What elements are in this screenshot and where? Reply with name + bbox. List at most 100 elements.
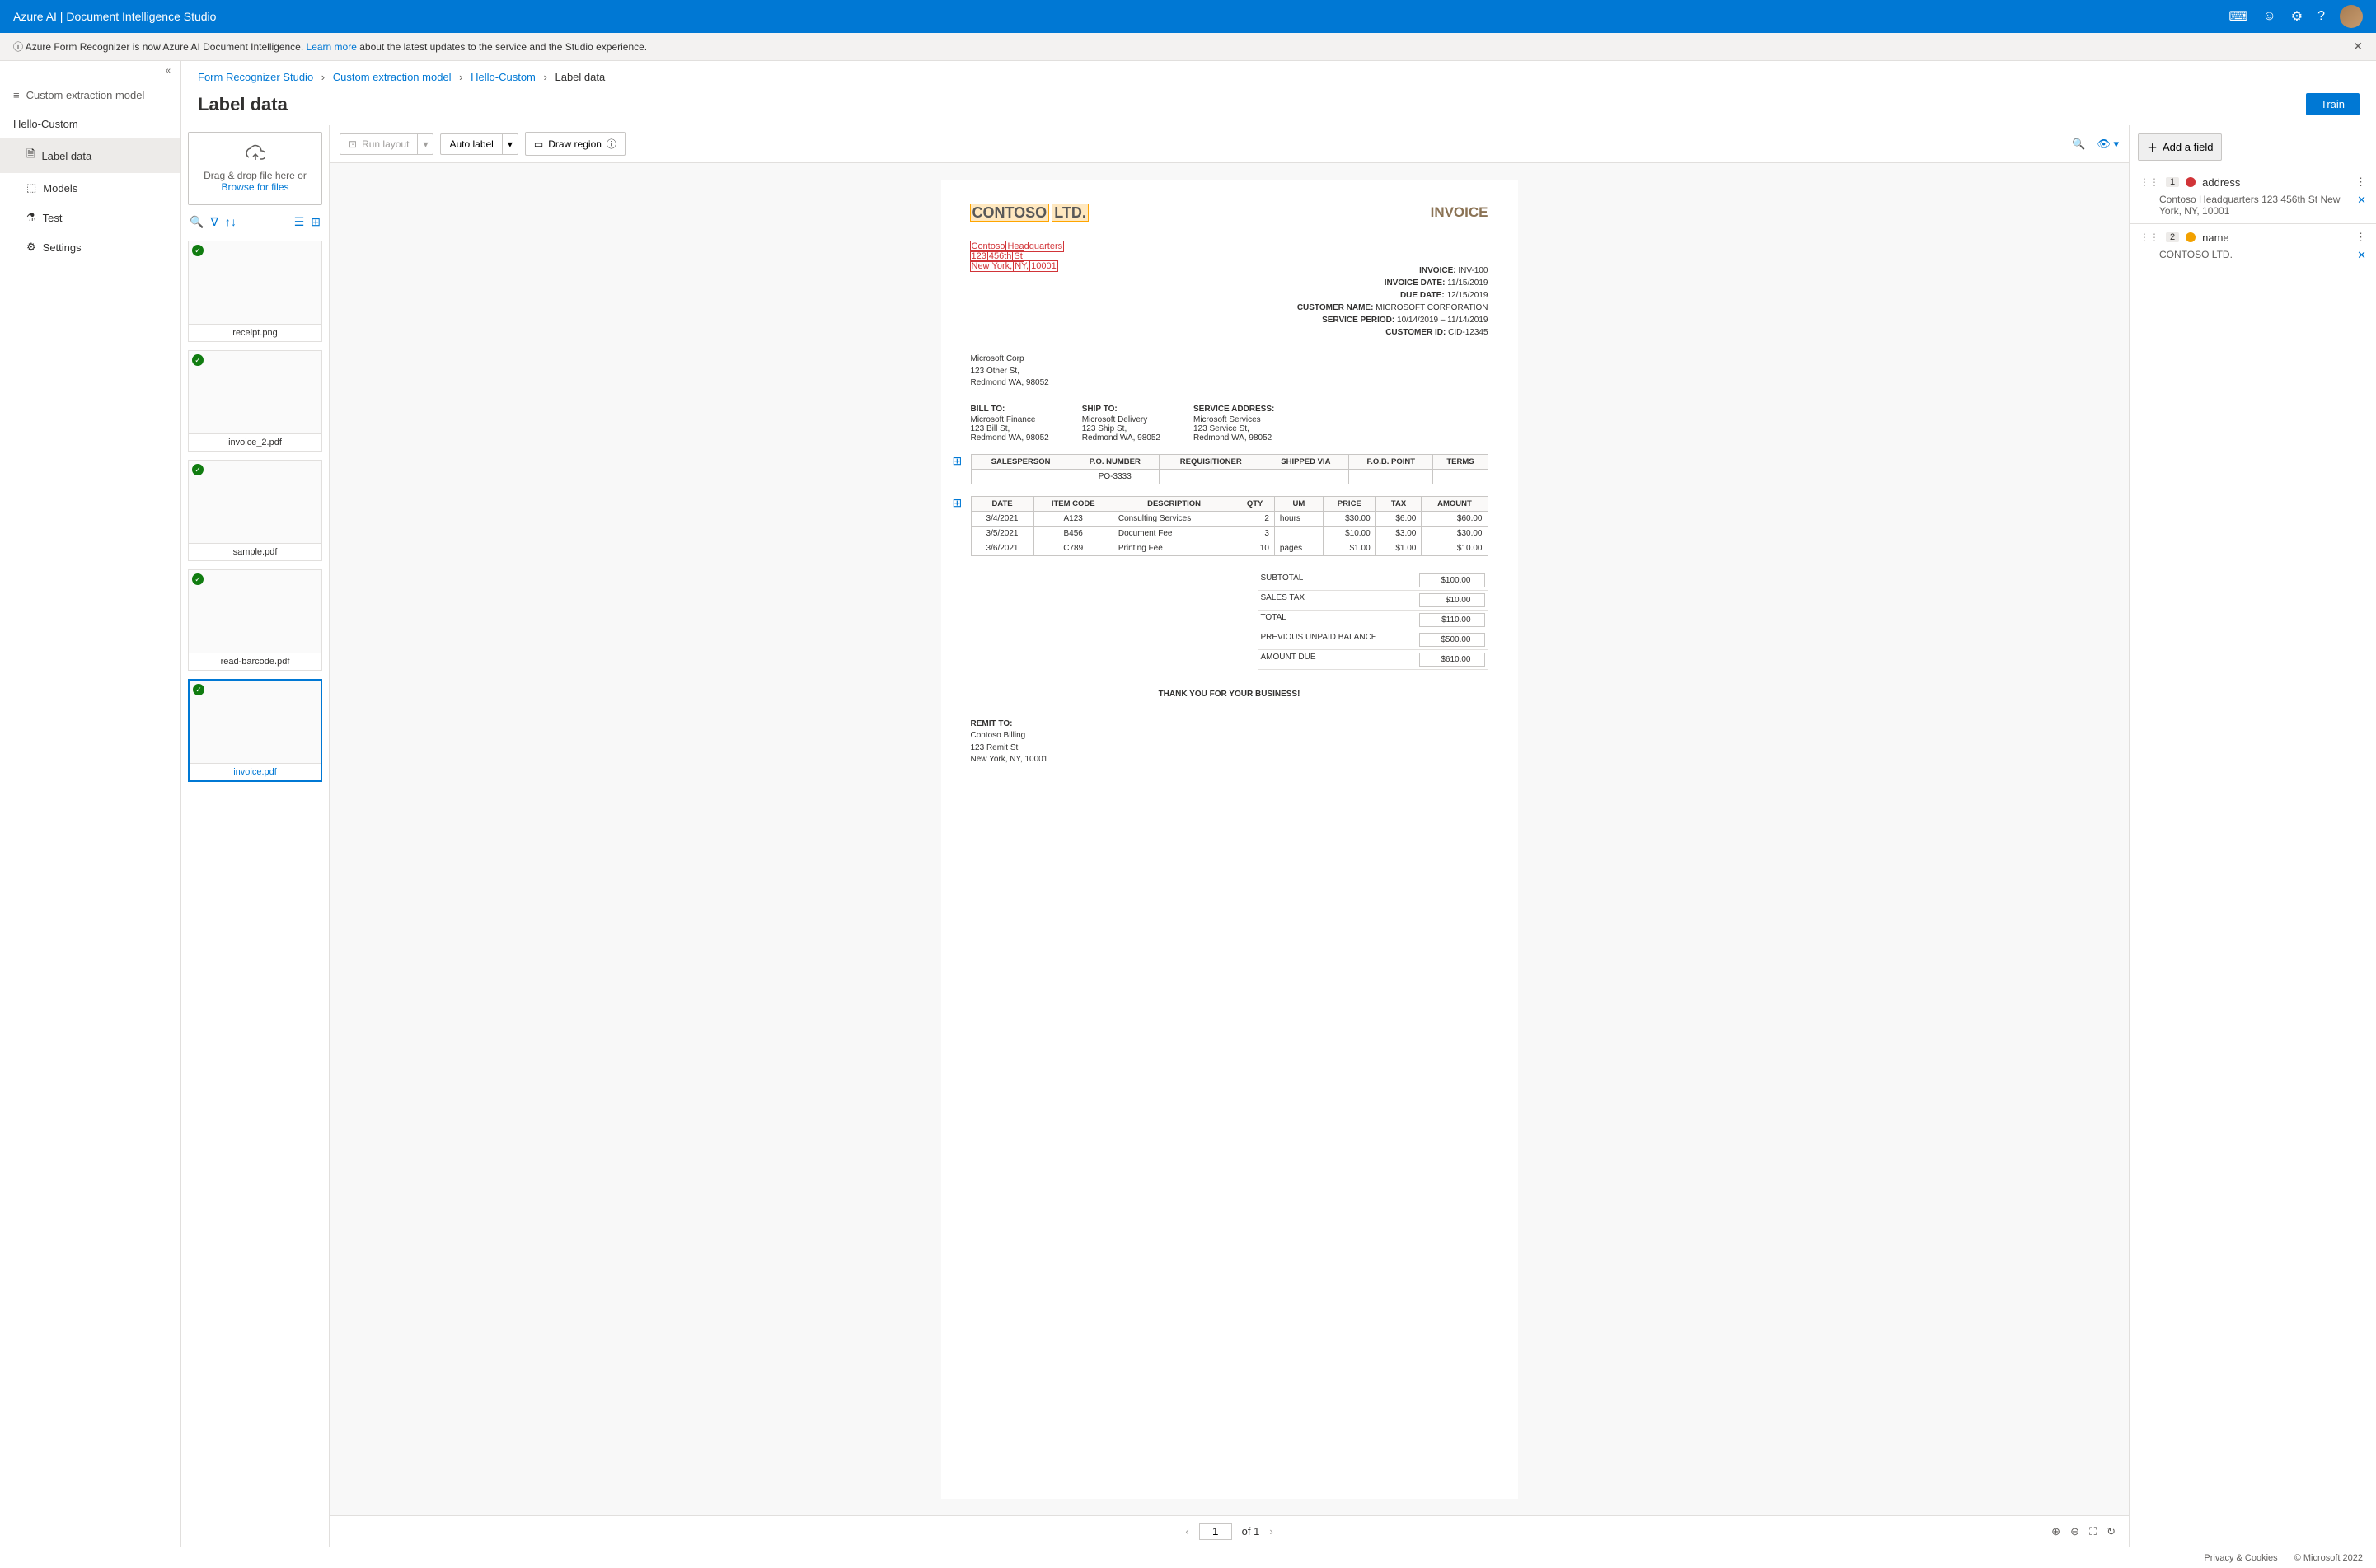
copyright: © Microsoft 2022	[2294, 1553, 2363, 1563]
file-thumbnail[interactable]: ✓receipt.png	[188, 241, 322, 342]
prev-page-icon[interactable]: ‹	[1185, 1525, 1188, 1538]
table-icon[interactable]: ⊞	[953, 454, 963, 468]
invoice-meta: INVOICE: INV-100 INVOICE DATE: 11/15/201…	[1297, 264, 1488, 339]
file-thumbnail[interactable]: ✓invoice.pdf	[188, 679, 322, 782]
notice-bar: ⓘ Azure Form Recognizer is now Azure AI …	[0, 33, 2376, 61]
zoom-in-icon[interactable]: ⊕	[2051, 1525, 2060, 1538]
top-bar-actions: ⌨ ☺ ⚙ ?	[2228, 5, 2363, 28]
filter-icon[interactable]: ∇	[210, 215, 218, 229]
dropzone[interactable]: Drag & drop file here or Browse for file…	[188, 132, 322, 205]
next-page-icon[interactable]: ›	[1269, 1525, 1272, 1538]
rotate-icon[interactable]: ↻	[2107, 1525, 2116, 1538]
train-button[interactable]: Train	[2306, 93, 2360, 115]
list-view-icon[interactable]: ☰	[294, 215, 305, 229]
invoice-title: INVOICE	[1431, 204, 1488, 221]
zoom-out-icon[interactable]: ⊖	[2070, 1525, 2079, 1538]
crumb-current: Label data	[555, 71, 605, 83]
doc-canvas[interactable]: CONTOSO LTD. INVOICE ContosoHeadquarters…	[330, 163, 2129, 1515]
plus-icon: ＋	[2147, 139, 2158, 155]
dropzone-text: Drag & drop file here or	[195, 170, 315, 181]
field-color-dot	[2186, 177, 2196, 187]
drag-icon[interactable]: ⋮⋮	[2139, 232, 2159, 243]
layers-icon[interactable]: 👁 ▾	[2097, 138, 2119, 151]
keyboard-icon[interactable]: ⌨	[2228, 8, 2247, 25]
avatar[interactable]	[2340, 5, 2363, 28]
field-color-dot	[2186, 232, 2196, 242]
totals: SUBTOTAL$100.00SALES TAX$10.00TOTAL$110.…	[1258, 571, 1488, 670]
auto-label-button[interactable]: Auto label	[440, 133, 502, 155]
settings-icon[interactable]: ⚙	[2291, 8, 2303, 25]
check-icon: ✓	[192, 573, 204, 585]
company-name: CONTOSO LTD.	[971, 204, 1088, 222]
table-icon[interactable]: ⊞	[953, 496, 963, 510]
fields-panel: ＋Add a field ⋮⋮1address⋮Contoso Headquar…	[2129, 125, 2376, 1547]
draw-region-button[interactable]: ▭Draw regionⓘ	[525, 132, 626, 156]
field-item[interactable]: ⋮⋮1address⋮Contoso Headquarters 123 456t…	[2130, 169, 2376, 224]
doc-toolbar: ⊡Run layout ▾ Auto label ▾ ▭Draw regionⓘ…	[330, 125, 2129, 163]
search-icon[interactable]: 🔍	[190, 215, 204, 229]
run-layout-chevron: ▾	[418, 133, 433, 155]
field-item[interactable]: ⋮⋮2name⋮CONTOSO LTD.✕	[2130, 224, 2376, 269]
thumb-label: sample.pdf	[189, 543, 321, 560]
page-total: of 1	[1242, 1525, 1260, 1538]
add-field-button[interactable]: ＋Add a field	[2138, 133, 2222, 161]
file-thumbnail[interactable]: ✓ read-barcode.pdf	[188, 569, 322, 671]
remove-icon[interactable]: ✕	[2357, 249, 2366, 262]
notice-text: ⓘ Azure Form Recognizer is now Azure AI …	[13, 40, 647, 54]
nav-test[interactable]: ⚗ Test	[0, 203, 180, 232]
nav-settings[interactable]: ⚙ Settings	[0, 232, 180, 262]
more-icon[interactable]: ⋮	[2355, 231, 2366, 244]
app-title: Azure AI | Document Intelligence Studio	[13, 10, 216, 23]
more-icon[interactable]: ⋮	[2355, 176, 2366, 189]
privacy-link[interactable]: Privacy & Cookies	[2204, 1553, 2277, 1563]
page-title: Label data	[198, 94, 288, 115]
sort-icon[interactable]: ↑↓	[225, 215, 237, 229]
help-icon[interactable]: ?	[2317, 9, 2325, 24]
thanks: THANK YOU FOR YOUR BUSINESS!	[971, 690, 1488, 699]
crumb-studio[interactable]: Form Recognizer Studio	[198, 71, 313, 83]
pager: ‹ of 1 › ⊕ ⊖ ⛶ ↻	[330, 1515, 2129, 1547]
nav-header: ≡ Custom extraction model	[0, 81, 180, 110]
browse-link[interactable]: Browse for files	[221, 181, 288, 193]
grid-view-icon[interactable]: ⊞	[311, 215, 321, 229]
close-icon[interactable]: ✕	[2353, 40, 2363, 54]
auto-label-chevron[interactable]: ▾	[503, 133, 518, 155]
nav-header-label: Custom extraction model	[26, 89, 145, 101]
field-name: address	[2202, 176, 2240, 189]
check-icon: ✓	[192, 354, 204, 366]
nav-item-label: Test	[43, 212, 63, 224]
flask-icon: ⚗	[26, 211, 36, 224]
footer: Privacy & Cookies © Microsoft 2022	[2191, 1548, 2376, 1568]
file-thumbnail[interactable]: ✓ sample.pdf	[188, 460, 322, 561]
branch-icon: ≡	[13, 89, 20, 101]
project-name[interactable]: Hello-Custom	[0, 110, 180, 138]
crumb-model[interactable]: Custom extraction model	[333, 71, 452, 83]
thumb-label: read-barcode.pdf	[189, 653, 321, 670]
upload-icon	[246, 144, 265, 164]
po-table: SALESPERSONP.O. NUMBERREQUISITIONERSHIPP…	[971, 454, 1488, 484]
check-icon: ✓	[192, 245, 204, 256]
check-icon: ✓	[193, 684, 204, 695]
remove-icon[interactable]: ✕	[2357, 194, 2366, 207]
file-thumbnail[interactable]: ✓ invoice_2.pdf	[188, 350, 322, 452]
fit-icon[interactable]: ⛶	[2089, 1525, 2097, 1538]
page-input[interactable]	[1199, 1523, 1232, 1540]
crumb-project[interactable]: Hello-Custom	[471, 71, 536, 83]
field-value: Contoso Headquarters 123 456th St New Yo…	[2159, 194, 2357, 217]
address-columns: BILL TO:Microsoft Finance123 Bill St,Red…	[971, 405, 1488, 442]
thumb-label: invoice_2.pdf	[189, 433, 321, 451]
notice-link[interactable]: Learn more	[307, 41, 357, 53]
check-icon: ✓	[192, 464, 204, 475]
document-area: ⊡Run layout ▾ Auto label ▾ ▭Draw regionⓘ…	[330, 125, 2129, 1547]
feedback-icon[interactable]: ☺	[2262, 9, 2275, 24]
collapse-icon[interactable]: «	[0, 61, 180, 81]
nav-label-data[interactable]: 🗎 Label data	[0, 138, 180, 173]
drag-icon[interactable]: ⋮⋮	[2139, 176, 2159, 188]
document-icon: 🗎	[26, 147, 35, 165]
nav-models[interactable]: ⬚ Models	[0, 173, 180, 203]
items-table: DATEITEM CODEDESCRIPTIONQTYUMPRICETAXAMO…	[971, 496, 1488, 556]
notice-before: Azure Form Recognizer is now Azure AI Do…	[26, 41, 307, 53]
nav-item-label: Models	[43, 182, 77, 194]
search-doc-icon[interactable]: 🔍	[2072, 138, 2085, 151]
notice-after: about the latest updates to the service …	[359, 41, 647, 53]
